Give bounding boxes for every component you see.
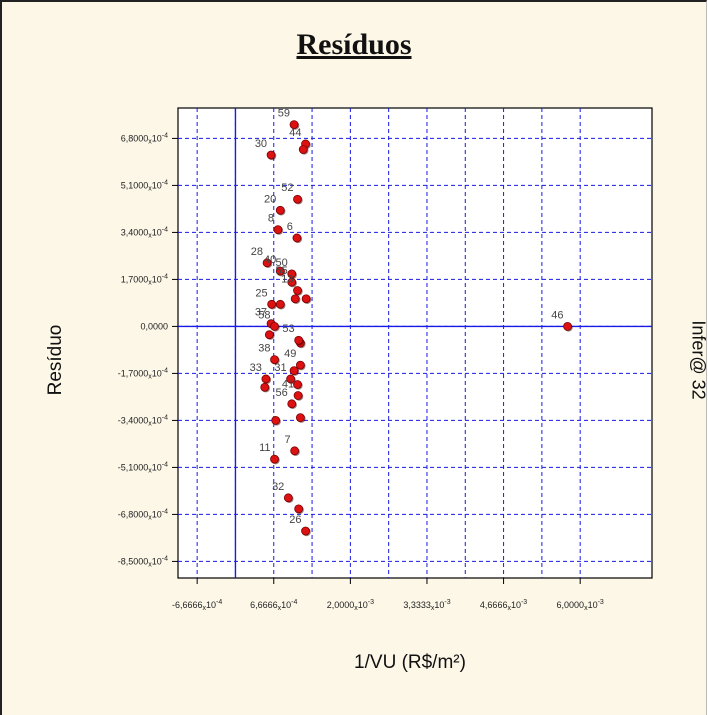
data-point: [270, 322, 279, 331]
data-point-label: 30: [255, 138, 267, 150]
data-point-label: 58: [258, 309, 270, 321]
data-point: [271, 416, 281, 425]
data-point-label: 49: [284, 348, 296, 360]
x-tick-label: 2,0000x10-3: [327, 599, 374, 612]
y-tick-label: -6,8000x10-4: [118, 508, 168, 521]
data-point-label: 37: [255, 307, 267, 319]
data-point-label: 8: [268, 213, 274, 225]
data-point: [262, 258, 272, 268]
data-point-label: 28: [251, 246, 263, 258]
data-point-label: 55: [276, 265, 288, 277]
data-point: [301, 294, 311, 304]
data-point-label: 32: [272, 481, 284, 493]
data-point: [294, 335, 304, 345]
data-point: [563, 322, 572, 331]
data-point: [294, 504, 304, 514]
data-point: [261, 374, 271, 384]
data-point: [287, 277, 297, 287]
chart-title: Resíduos: [296, 28, 412, 61]
data-point: [260, 382, 270, 392]
data-point: [290, 446, 300, 456]
data-point: [293, 286, 302, 295]
x-tick-label: 3,3333x10-3: [403, 599, 450, 612]
data-point: [283, 493, 293, 503]
data-point-label: 56: [276, 387, 288, 399]
data-point: [266, 150, 276, 160]
data-point-label: 33: [250, 362, 262, 374]
data-point-label: 7: [285, 434, 291, 446]
data-point: [289, 120, 299, 129]
data-point-label: 46: [551, 309, 563, 321]
y-tick-label: 1,7000x10-4: [121, 273, 168, 286]
x-tick-label: 6,0000x10-3: [557, 599, 604, 612]
y-tick-label: -5,1000x10-4: [118, 461, 168, 474]
data-point-label: 38: [258, 343, 270, 355]
data-point-label: 41: [282, 379, 294, 391]
data-point: [292, 233, 302, 243]
y-tick-label: -1,7000x10-4: [118, 367, 168, 380]
data-point-label: 53: [282, 323, 294, 335]
data-point-label: 20: [264, 193, 276, 205]
data-point: [289, 366, 299, 376]
data-point: [275, 299, 285, 309]
data-point: [275, 205, 285, 215]
data-point-label: 52: [281, 182, 293, 194]
data-point: [295, 360, 305, 370]
data-point: [293, 380, 302, 389]
y-tick-label: 0,0000: [140, 321, 168, 331]
x-tick-label: -6,6666x10-4: [172, 599, 222, 612]
data-point-label: 6: [287, 221, 293, 233]
data-point: [264, 330, 274, 340]
data-point: [286, 374, 296, 384]
data-point: [267, 299, 277, 309]
data-point: [295, 413, 305, 423]
data-point-label: 11: [259, 442, 270, 454]
x-tick-label: 6,6666x10-4: [250, 599, 297, 612]
y-tick-label: 5,1000x10-4: [121, 179, 168, 192]
data-point: [270, 454, 279, 464]
data-point: [270, 355, 279, 364]
y-tick-label: -8,5000x10-4: [118, 555, 168, 568]
y-tick-label: 6,8000x10-4: [121, 132, 168, 145]
data-point-label: 59: [278, 108, 290, 120]
data-point: [293, 391, 303, 400]
data-point-label: 26: [289, 514, 301, 526]
data-point: [290, 294, 300, 304]
data-point-label: 13: [281, 273, 293, 285]
y-tick-label: -3,4000x10-4: [118, 414, 168, 427]
data-point: [273, 225, 283, 235]
x-tick-label: 4,6666x10-3: [480, 599, 527, 612]
data-point-label: 31: [274, 362, 286, 374]
data-point-label: 44: [289, 127, 301, 139]
data-point: [293, 194, 302, 204]
x-axis-label: 1/VU (R$/m²): [354, 652, 466, 673]
data-point: [301, 526, 310, 536]
data-point-label: 40: [264, 254, 276, 266]
data-point: [298, 145, 308, 154]
y-tick-label: 3,4000x10-4: [121, 226, 168, 239]
plot-area: [177, 107, 653, 579]
data-point: [287, 399, 297, 409]
data-point-label: 50: [276, 257, 288, 269]
data-point-label: 25: [255, 287, 267, 299]
data-point: [275, 266, 285, 276]
